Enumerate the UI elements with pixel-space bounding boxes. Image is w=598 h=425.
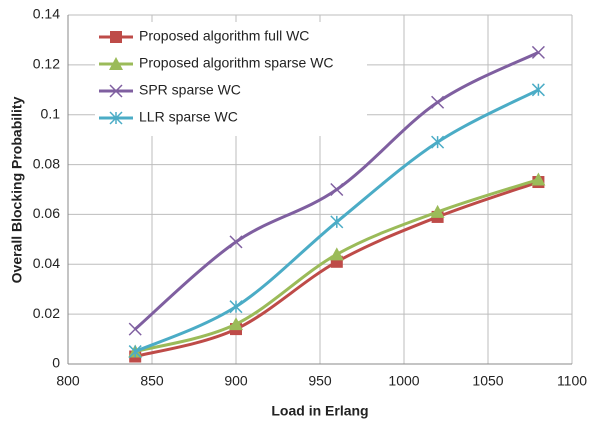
marker	[329, 247, 344, 261]
legend-label: Proposed algorithm sparse WC	[139, 55, 334, 71]
x-tick-label: 1100	[557, 373, 587, 389]
marker	[431, 135, 445, 149]
y-axis-label: Overall Blocking Probability	[9, 96, 25, 283]
x-tick-label: 900	[224, 373, 248, 389]
marker	[330, 182, 344, 197]
x-tick-label: 800	[56, 373, 80, 389]
x-tick-label: 950	[308, 373, 332, 389]
y-tick-label: 0.04	[33, 255, 60, 271]
x-tick-label: 1050	[472, 373, 503, 389]
y-tick-label: 0.06	[33, 205, 60, 221]
series-line	[134, 180, 539, 358]
marker	[330, 215, 344, 229]
legend-label: SPR sparse WC	[139, 82, 241, 98]
marker	[128, 345, 142, 359]
marker	[109, 57, 123, 70]
marker	[109, 84, 123, 98]
marker	[229, 300, 243, 314]
marker	[109, 111, 123, 125]
y-tick-label: 0.1	[41, 105, 61, 121]
x-axis-label: Load in Erlang	[271, 403, 368, 419]
y-tick-label: 0	[52, 355, 60, 371]
x-tick-label: 850	[140, 373, 164, 389]
marker	[531, 45, 545, 59]
marker	[431, 95, 445, 109]
legend-label: Proposed algorithm full WC	[139, 28, 309, 44]
marker	[531, 83, 545, 97]
legend-box	[95, 22, 367, 136]
marker	[229, 317, 243, 331]
marker	[531, 172, 546, 186]
y-tick-label: 0.02	[33, 305, 60, 321]
marker	[128, 322, 142, 336]
y-tick-label: 0.08	[33, 155, 60, 171]
y-tick-label: 0.12	[33, 56, 60, 72]
marker	[330, 255, 343, 268]
x-tick-label: 1000	[388, 373, 419, 389]
marker	[229, 235, 243, 249]
marker	[110, 31, 122, 43]
marker	[430, 204, 445, 218]
legend-label: LLR sparse WC	[139, 109, 238, 125]
y-tick-label: 0.14	[33, 6, 60, 22]
